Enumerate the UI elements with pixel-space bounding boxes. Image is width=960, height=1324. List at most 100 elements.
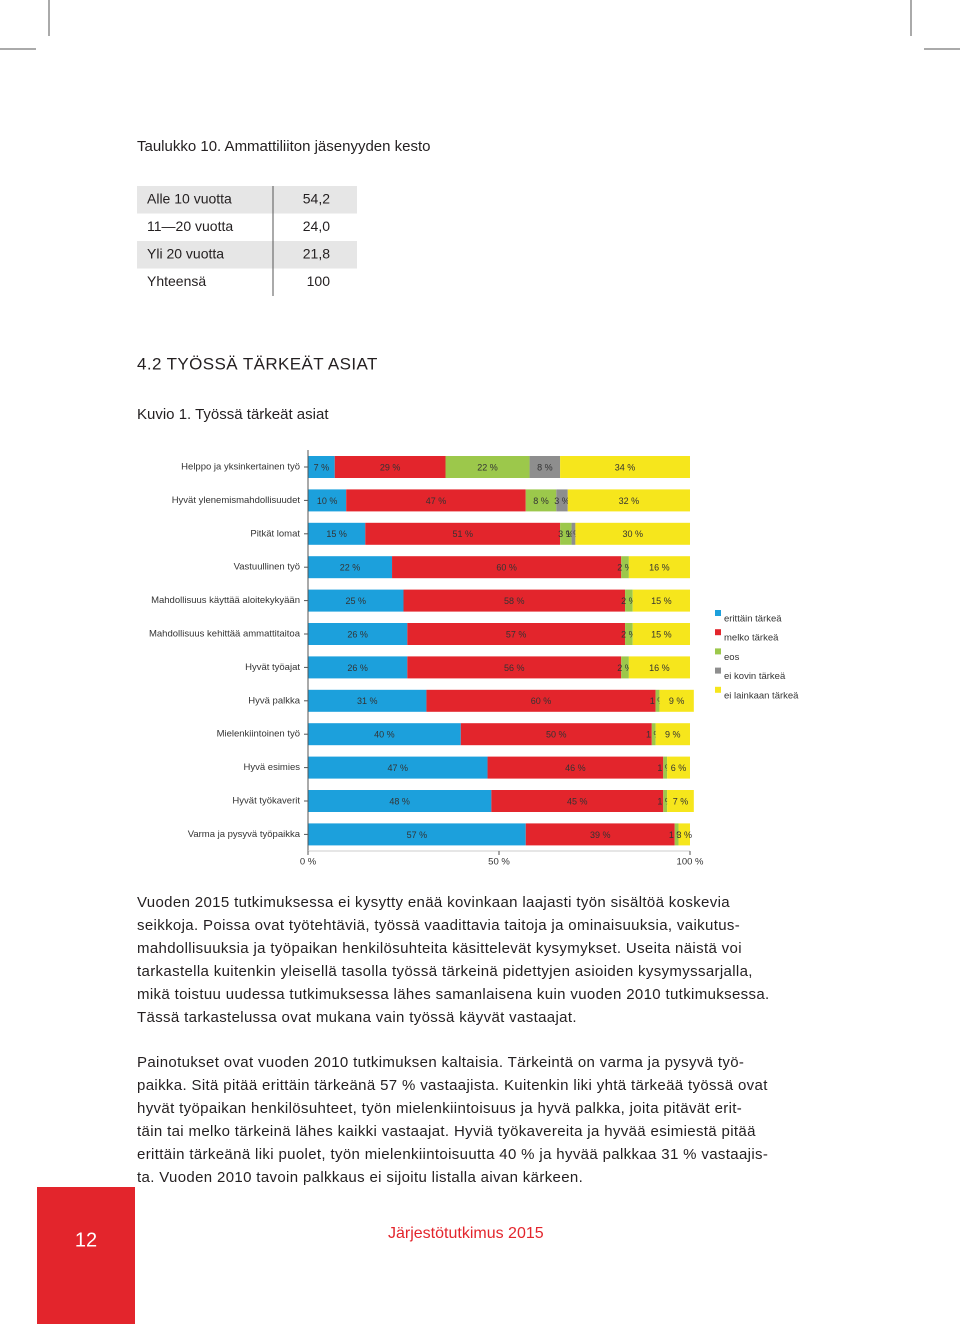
value-label: 15 % bbox=[651, 596, 672, 606]
value-label: 1 % bbox=[657, 763, 673, 773]
bar-segment bbox=[560, 456, 690, 478]
bar-segment bbox=[667, 756, 690, 779]
text-line: Tässä tarkastelussa ovat mukana vain työ… bbox=[137, 1009, 577, 1026]
bar-segment bbox=[308, 589, 404, 612]
bar-segment bbox=[346, 489, 526, 512]
category-label: Mielenkiintoinen työ bbox=[217, 729, 300, 740]
legend-swatch bbox=[715, 686, 721, 693]
bar-segment bbox=[392, 556, 622, 579]
text-line: hyvät työpaikan henkilösuhteet, työn mie… bbox=[137, 1100, 742, 1117]
bar-segment bbox=[407, 656, 622, 679]
bar-segment bbox=[308, 790, 492, 812]
value-label: 25 % bbox=[345, 596, 366, 606]
value-label: 1 % bbox=[657, 796, 673, 806]
value-label: 47 % bbox=[426, 496, 447, 506]
bar-segment bbox=[491, 790, 664, 812]
value-label: 9 % bbox=[665, 730, 681, 740]
bar-segment bbox=[625, 623, 633, 645]
value-label: 56 % bbox=[504, 663, 525, 673]
value-label: 6 % bbox=[671, 763, 687, 773]
publication: Järjestötutkimus 2015 bbox=[388, 1225, 544, 1242]
bar-segment bbox=[632, 589, 690, 612]
bar-segment bbox=[308, 522, 366, 545]
text-line: ta. Vuoden 2010 tavoin palkkaus ei sijoi… bbox=[137, 1169, 583, 1186]
bar-segment bbox=[632, 623, 690, 645]
table-row-bg bbox=[137, 186, 357, 214]
table-row-bg bbox=[137, 241, 357, 269]
bar-segment bbox=[525, 489, 557, 512]
text-line: Painotukset ovat vuoden 2010 tutkimuksen… bbox=[137, 1054, 744, 1071]
value-label: 1 % bbox=[646, 730, 662, 740]
bar-segment bbox=[625, 589, 633, 612]
category-label: Hyvät työajat bbox=[245, 662, 300, 673]
bar-segment bbox=[674, 823, 679, 846]
value-label: 1 % bbox=[650, 696, 666, 706]
bar-segment bbox=[529, 456, 561, 478]
category-label: Hyvät työkaverit bbox=[232, 796, 300, 807]
text-line: erittäin tärkeänä liki puolet, työn miel… bbox=[137, 1146, 768, 1163]
category-label: Pitkät lomat bbox=[250, 528, 300, 539]
value-label: 30 % bbox=[622, 529, 643, 539]
category-label: Hyvä esimies bbox=[244, 762, 301, 773]
bar-segment bbox=[659, 689, 694, 712]
text-line: Vuoden 2015 tutkimuksessa ei kysytty enä… bbox=[137, 894, 730, 911]
value-label: 57 % bbox=[506, 629, 527, 639]
value-label: 3 % bbox=[677, 830, 693, 840]
value-label: 34 % bbox=[615, 462, 636, 472]
value-label: 48 % bbox=[389, 796, 410, 806]
value-label: 26 % bbox=[347, 629, 368, 639]
chart: Helppo ja yksinkertainen työ 7 % 29 % 22 % 8… bbox=[149, 450, 799, 868]
bar-segment bbox=[403, 589, 626, 612]
x-tick-label: 100 % bbox=[677, 857, 704, 868]
value-label: 32 % bbox=[619, 496, 640, 506]
value-label: 60 % bbox=[531, 696, 552, 706]
body-text: Vuoden 2015 tutkimuksessa ei kysytty enä… bbox=[137, 894, 769, 1186]
bar-segment bbox=[308, 556, 393, 579]
bar-segment bbox=[621, 556, 629, 579]
bar-segment bbox=[655, 723, 690, 746]
bar-segment bbox=[334, 456, 446, 478]
legend-label: erittäin tärkeä bbox=[724, 614, 782, 625]
table-cell: 11—20 vuotta bbox=[147, 218, 233, 234]
table-title: Taulukko 10. Ammattiliiton jäsenyyden ke… bbox=[137, 138, 431, 155]
bar-segment bbox=[308, 623, 408, 645]
figure-title: Kuvio 1. Työssä tärkeät asiat bbox=[137, 406, 329, 423]
value-label: 7 % bbox=[314, 462, 330, 472]
category-label: Helppo ja yksinkertainen työ bbox=[181, 462, 300, 473]
bar-segment bbox=[667, 790, 694, 812]
value-label: 22 % bbox=[340, 563, 361, 573]
category-label: Varma ja pysyvä työpaikka bbox=[188, 829, 301, 840]
bar-segment bbox=[663, 756, 668, 779]
bar-segment bbox=[365, 522, 561, 545]
table-cell: Yli 20 vuotta bbox=[147, 246, 224, 262]
bar-segment bbox=[308, 723, 461, 746]
bar-segment bbox=[663, 790, 668, 812]
value-label: 29 % bbox=[380, 462, 401, 472]
value-label: 10 % bbox=[317, 496, 338, 506]
legend-swatch bbox=[715, 610, 721, 616]
section-title: 4.2 TYÖSSÄ TÄRKEÄT ASIAT bbox=[137, 354, 378, 373]
bar-segment bbox=[678, 823, 690, 846]
bar-segment bbox=[556, 489, 568, 512]
bar-segment bbox=[426, 689, 656, 712]
value-label: 15 % bbox=[326, 529, 347, 539]
page-number-block bbox=[37, 1187, 135, 1324]
value-label: 3 % bbox=[558, 529, 574, 539]
value-label: 2 % bbox=[621, 596, 637, 606]
value-label: 3 % bbox=[554, 496, 570, 506]
category-label: Mahdollisuus käyttää aloitekykyään bbox=[151, 595, 300, 606]
text-line: mahdollisuuksia ja työpaikan henkilösuht… bbox=[137, 940, 742, 957]
table-cell: Yhteensä bbox=[147, 273, 206, 289]
value-label: 8 % bbox=[537, 462, 553, 472]
value-label: 45 % bbox=[567, 796, 588, 806]
bar-segment bbox=[308, 756, 488, 779]
value-label: 50 % bbox=[546, 730, 567, 740]
category-label: Hyvät ylenemismahdollisuudet bbox=[172, 495, 301, 506]
value-label: 51 % bbox=[452, 529, 473, 539]
value-label: 1 % bbox=[566, 529, 582, 539]
value-label: 15 % bbox=[651, 629, 672, 639]
value-label: 46 % bbox=[565, 763, 586, 773]
bar-segment bbox=[628, 556, 690, 579]
bar-segment bbox=[655, 689, 660, 712]
